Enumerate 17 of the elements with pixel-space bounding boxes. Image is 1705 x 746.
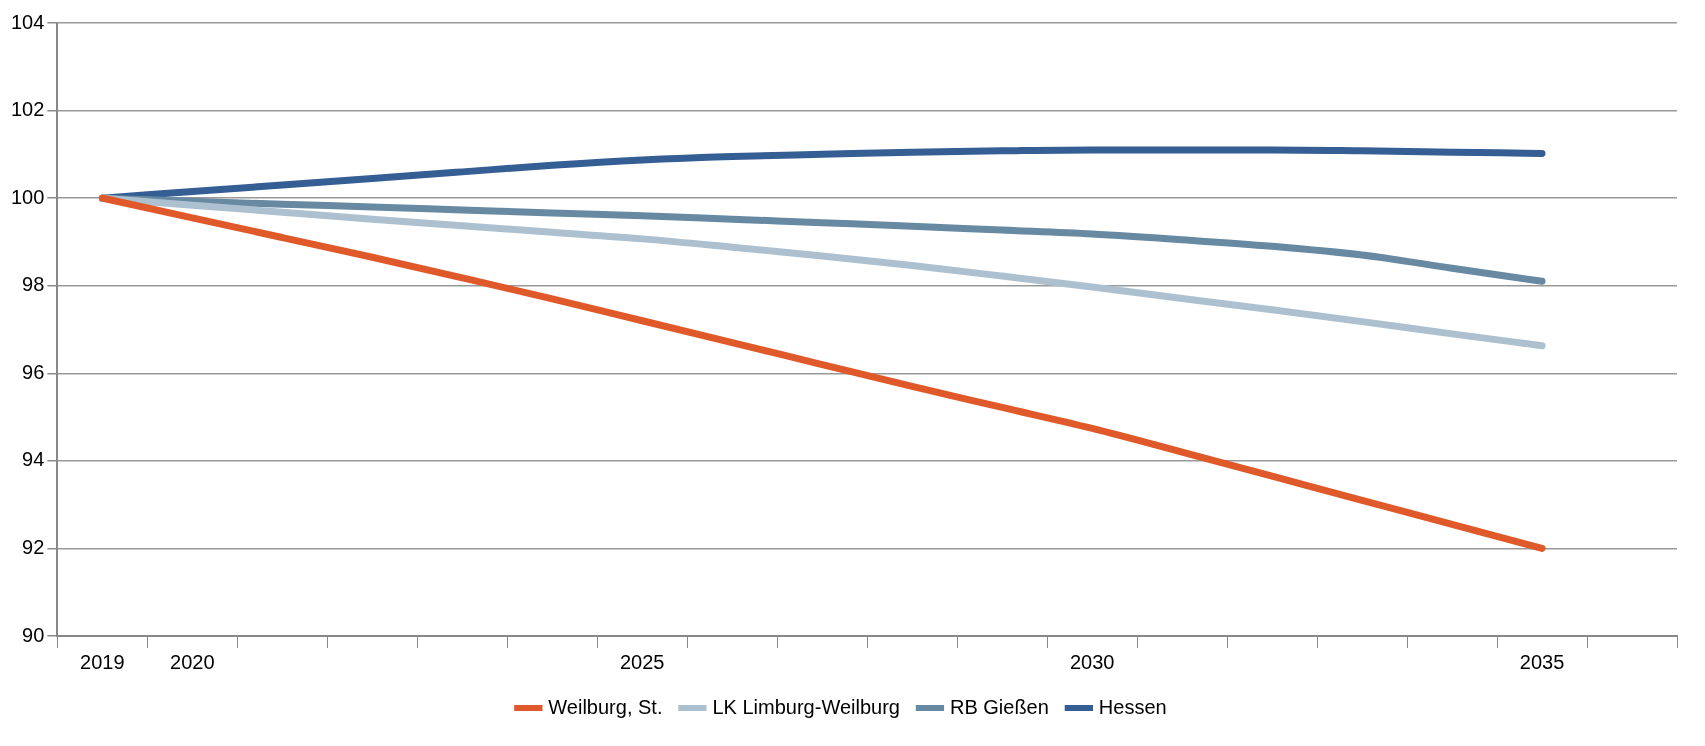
x-tick-label: 2030 — [1069, 650, 1115, 673]
y-tick-label: 100 — [10, 185, 45, 208]
y-tick-label: 96 — [22, 360, 45, 383]
x-tick-label: 2020 — [170, 650, 215, 673]
legend-label: LK Limburg-Weilburg — [712, 695, 900, 718]
y-tick-label: 102 — [10, 98, 45, 121]
y-tick-label: 98 — [22, 273, 45, 296]
legend-label: Weilburg, St. — [548, 695, 663, 718]
legend-label: RB Gießen — [949, 695, 1049, 718]
y-tick-label: 92 — [22, 535, 45, 558]
x-tick-label: 2019 — [80, 650, 125, 673]
x-tick-label: 2035 — [1519, 650, 1565, 673]
y-tick-label: 90 — [22, 623, 45, 646]
legend-label: Hessen — [1098, 695, 1167, 718]
x-tick-label: 2025 — [619, 650, 665, 673]
y-tick-label: 94 — [22, 448, 45, 471]
y-tick-label: 104 — [10, 10, 45, 33]
